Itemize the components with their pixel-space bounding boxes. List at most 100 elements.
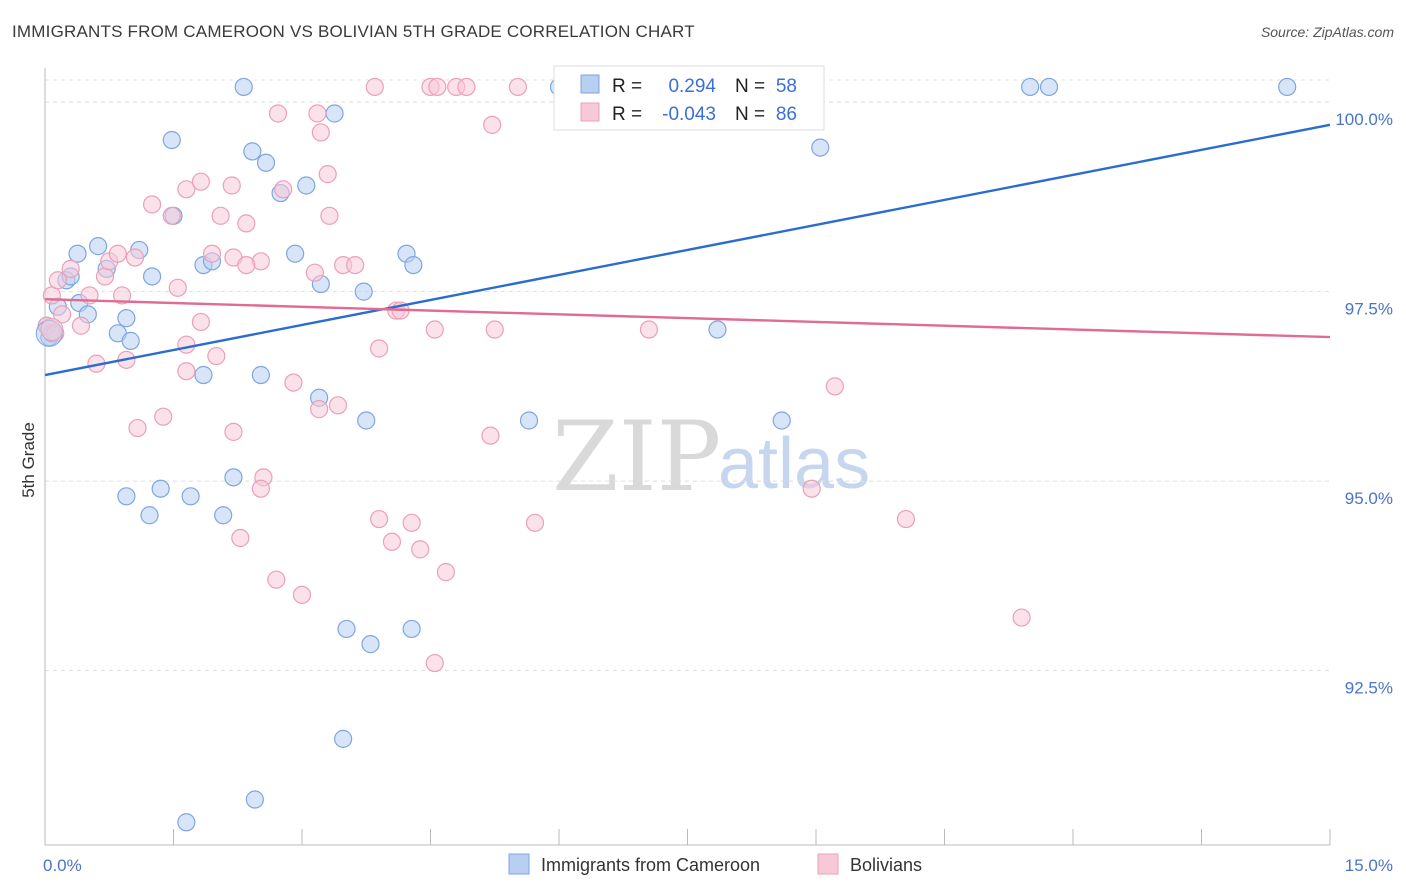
bolivians-point-17	[191, 172, 211, 191]
cameroon-point-55	[177, 813, 196, 832]
legend-swatch-bolivians	[817, 853, 839, 875]
bolivians-point-53	[425, 320, 444, 339]
cameroon-point-41	[357, 411, 376, 430]
cameroon-point-36	[1021, 77, 1040, 97]
watermark-zip: ZIP	[552, 401, 721, 513]
bolivians-point-31	[346, 255, 365, 275]
cameroon-point-37	[1039, 77, 1059, 97]
bolivians-point-6	[71, 316, 91, 335]
cameroon-point-45	[224, 468, 243, 487]
bolivians-point-24	[268, 104, 288, 123]
watermark-atlas: atlas	[718, 424, 870, 504]
bolivians-point-54	[485, 320, 504, 339]
bolivians-point-57	[128, 418, 147, 438]
bolivians-point-44	[177, 335, 196, 354]
bolivians-point-1	[42, 286, 61, 305]
cameroon-point-39	[251, 365, 270, 385]
bolivians-point-58	[154, 407, 173, 426]
bolivians-point-46	[207, 346, 226, 366]
cameroon-point-52	[402, 619, 421, 639]
bolivians-point-78	[1012, 608, 1031, 627]
y-axis-label: 5th Grade	[19, 422, 38, 498]
bolivians-point-15	[168, 278, 187, 297]
watermark: ZIP atlas	[552, 401, 870, 513]
bolivians-point-12	[125, 248, 145, 267]
bolivians-point-67	[896, 509, 916, 529]
cameroon-point-12	[117, 309, 136, 328]
bolivians-point-29	[320, 206, 339, 225]
bolivians-point-35	[428, 77, 447, 97]
bolivians-point-74	[411, 540, 430, 559]
bolivians-point-71	[370, 509, 389, 529]
cameroon-point-28	[325, 104, 344, 123]
bolivians-point-50	[328, 396, 348, 415]
x-tick-label-0: 0.0%	[43, 856, 82, 875]
stats-n-label-cameroon: N =	[735, 76, 765, 97]
cameroon-point-22	[243, 142, 262, 161]
cameroon-point-34	[708, 320, 727, 339]
cameroon-point-53	[334, 729, 353, 748]
axes	[44, 68, 1331, 846]
bolivians-point-77	[525, 513, 545, 532]
cameroon-point-50	[337, 619, 356, 639]
bolivians-point-68	[231, 528, 250, 548]
bolivians-point-73	[402, 513, 421, 532]
stats-legend: R = 0.294 N = 58 R = -0.043 N = 86	[553, 65, 825, 131]
trend-lines	[44, 123, 1331, 377]
bolivians-point-63	[310, 400, 329, 419]
bolivians-point-64	[481, 426, 500, 445]
stats-swatch-cameroon	[580, 74, 600, 94]
cameroon-trend-line	[44, 123, 1331, 377]
cameroon-point-9	[89, 237, 108, 256]
cameroon-point-54	[245, 790, 264, 809]
cameroon-point-6	[68, 244, 87, 263]
cameroon-point-51	[361, 635, 380, 654]
stats-r-label-cameroon: R =	[612, 76, 642, 97]
legend-swatch-cameroon	[508, 853, 530, 875]
bolivians-point-13	[142, 195, 162, 214]
stats-n-value-cameroon: 58	[776, 76, 797, 97]
source-credit: Source: ZipAtlas.com	[1260, 24, 1394, 40]
cameroon-point-20	[194, 365, 213, 385]
bolivians-point-4	[53, 305, 72, 324]
y-tick-label-2: 97.5%	[1345, 300, 1393, 319]
bolivians-point-72	[382, 532, 402, 551]
cameroon-point-23	[256, 153, 276, 172]
stats-n-value-bolivians: 86	[776, 104, 797, 125]
bolivians-point-70	[292, 585, 312, 604]
cameroon-point-35	[811, 138, 830, 157]
bolivians-point-37	[457, 77, 476, 97]
bolivians-point-19	[211, 206, 230, 225]
cameroon-point-21	[234, 77, 253, 97]
series-legend: Immigrants from Cameroon Bolivians	[508, 853, 922, 875]
bolivians-point-20	[222, 176, 241, 195]
bolivians-point-49	[305, 263, 324, 282]
cameroon-point-16	[162, 130, 181, 150]
cameroon-point-47	[181, 487, 200, 506]
stats-r-value-bolivians: -0.043	[662, 104, 716, 125]
bolivians-point-69	[267, 570, 286, 589]
bolivians-point-25	[274, 180, 293, 199]
x-tick-label-1: 15.0%	[1345, 856, 1393, 875]
bolivians-point-3	[48, 271, 67, 290]
bolivians-point-22	[237, 214, 256, 233]
cameroon-point-26	[297, 176, 316, 195]
bolivians-point-14	[162, 206, 181, 225]
bolivians-point-59	[177, 362, 196, 381]
bolivians-point-43	[112, 286, 132, 305]
bolivians-point-11	[108, 244, 127, 263]
bolivians-trend-line	[44, 298, 1331, 339]
stats-n-label-bolivians: N =	[735, 104, 765, 125]
cameroon-point-49	[214, 506, 233, 525]
bolivians-point-27	[311, 123, 330, 142]
y-tick-label-0: 92.5%	[1345, 679, 1393, 698]
cameroon-point-48	[140, 506, 159, 525]
cameroon-point-46	[117, 487, 136, 506]
bolivians-point-38	[483, 115, 502, 134]
bolivians-point-60	[224, 422, 243, 441]
bolivians-point-76	[425, 653, 444, 673]
bolivians-point-62	[251, 479, 270, 498]
cameroon-point-44	[151, 479, 170, 498]
bolivians-point-28	[318, 165, 337, 184]
